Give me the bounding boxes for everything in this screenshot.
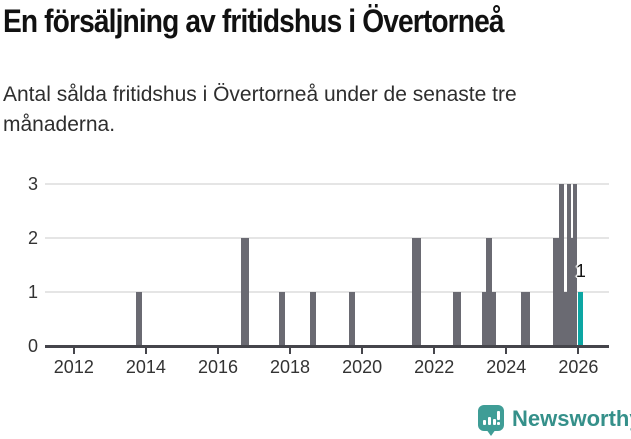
chart-subtitle-line-1: Antal sålda fritidshus i Övertorneå unde… [3, 83, 517, 106]
bar [309, 292, 316, 346]
bar [521, 292, 531, 346]
x-tick-2012 [72, 348, 75, 354]
bar [452, 292, 461, 346]
logo-bar-tall [488, 417, 491, 425]
x-tick-2022 [433, 348, 436, 354]
bar [573, 184, 578, 346]
bar [567, 184, 572, 346]
bar [135, 292, 142, 346]
bar [559, 184, 565, 346]
gridline-y-2 [45, 237, 609, 239]
x-tick-2026 [577, 348, 580, 354]
brand-name: Newsworthy [512, 406, 631, 431]
x-tick-2020 [361, 348, 364, 354]
x-tick-label-2022: 2022 [414, 357, 455, 377]
highlighted-bar [578, 292, 584, 346]
y-tick-label-3: 3 [27, 174, 38, 194]
x-tick-2024 [505, 348, 508, 354]
bar-chart-speech-bubble-icon [478, 405, 504, 436]
y-tick-label-2: 2 [27, 228, 38, 248]
speech-bubble-tail [486, 429, 496, 436]
x-tick-label-2016: 2016 [197, 357, 238, 377]
x-tick-label-2026: 2026 [558, 357, 599, 377]
logo-bar-medium [493, 419, 496, 425]
gridline-y-3 [45, 183, 609, 185]
logo-bar-small [483, 420, 486, 425]
bar [571, 238, 574, 346]
chart-subtitle: Antal sålda fritidshus i Övertorneå unde… [3, 80, 517, 140]
bar [553, 238, 560, 346]
bar [348, 292, 355, 346]
gridline-y-1 [45, 291, 609, 293]
bar [278, 292, 285, 346]
x-tick-label-2024: 2024 [486, 357, 527, 377]
x-tick-2014 [144, 348, 147, 354]
logo-exclamation-dot [497, 422, 500, 425]
x-tick-label-2018: 2018 [270, 357, 311, 377]
y-tick-label-1: 1 [27, 282, 38, 302]
y-tick-label-0: 0 [27, 336, 38, 356]
bar [240, 238, 249, 346]
chart-title: En försäljning av fritidshus i Övertorne… [3, 3, 505, 39]
x-tick-label-2014: 2014 [125, 357, 166, 377]
bar [564, 292, 568, 346]
bar [411, 238, 421, 346]
x-tick-2016 [216, 348, 219, 354]
x-tick-2018 [289, 348, 292, 354]
x-tick-label-2012: 2012 [53, 357, 94, 377]
bar [485, 238, 492, 346]
bar-value-label: 1 [575, 261, 586, 281]
logo-exclamation-stroke [497, 411, 500, 420]
chart-subtitle-line-2: månaderna. [3, 113, 116, 136]
x-tick-label-2020: 2020 [342, 357, 383, 377]
x-axis-line [45, 345, 609, 348]
